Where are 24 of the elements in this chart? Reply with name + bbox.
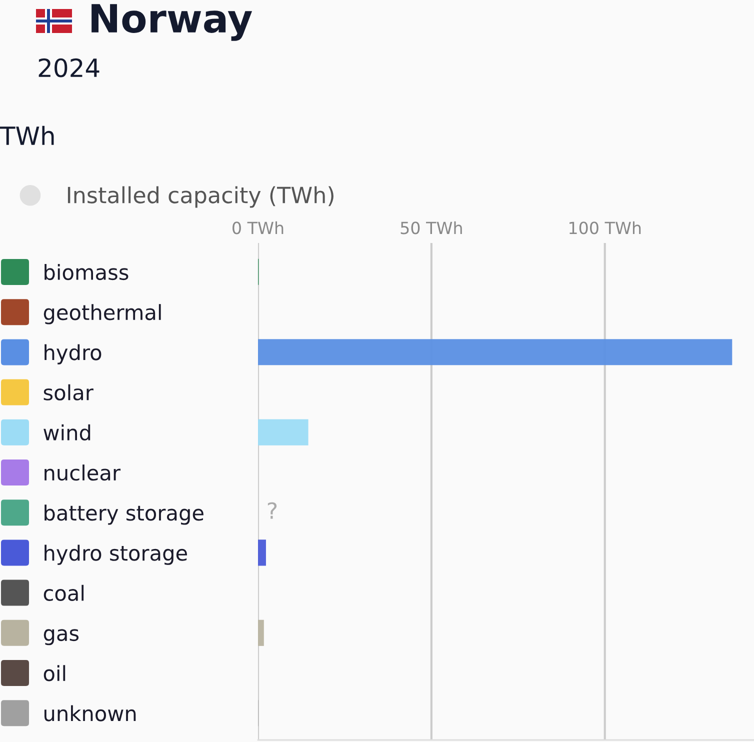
x-tick-label: 0 TWh — [232, 221, 284, 234]
y-axis-title: TWh — [0, 126, 54, 145]
chart-title: Norway — [92, 4, 252, 41]
y-tick-label: wind — [44, 424, 90, 441]
y-tick-label: battery storage — [44, 504, 204, 525]
text: Installed capacity (TWh) — [68, 186, 334, 208]
x-tick-label: 100 TWh — [570, 221, 641, 234]
y-tick-label: geothermal — [44, 304, 161, 324]
y-tick-label: unknown — [44, 705, 136, 722]
bar — [258, 620, 264, 646]
y-tick-label: biomass — [44, 264, 128, 280]
chart-subtitle: 2024 — [38, 58, 100, 78]
x-tick-label: 50 TWh — [400, 221, 462, 234]
y-tick-label: hydro — [44, 344, 102, 364]
bar — [258, 540, 266, 566]
y-tick-label: solar — [44, 384, 94, 400]
y-tick-label: coal — [44, 584, 84, 601]
y-tick-label: hydro storage — [44, 544, 187, 565]
bar — [258, 419, 308, 446]
annotation: ? — [268, 502, 277, 519]
y-tick-label: gas — [44, 629, 79, 646]
y-tick-label: nuclear — [44, 464, 121, 481]
y-tick-label: oil — [44, 665, 66, 682]
bar — [258, 339, 732, 366]
